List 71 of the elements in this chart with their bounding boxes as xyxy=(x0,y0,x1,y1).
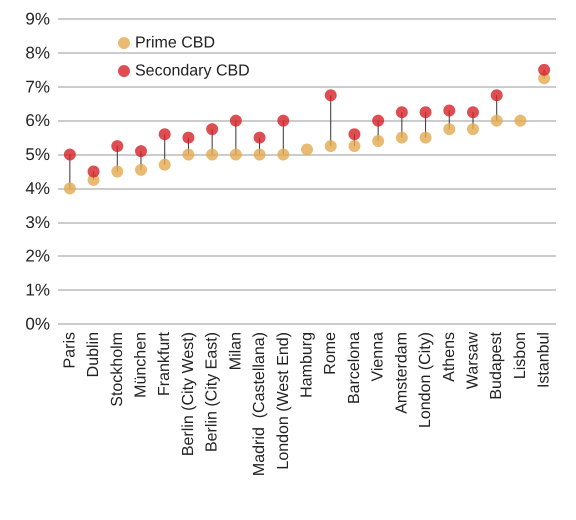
x-tick-label: Dublin xyxy=(85,332,102,378)
x-tick-label: Stockholm xyxy=(108,332,126,407)
point xyxy=(372,114,384,127)
point xyxy=(277,114,290,127)
x-tick-label: Barcelona xyxy=(346,332,363,404)
point xyxy=(324,140,337,152)
point xyxy=(372,135,384,147)
x-tick-label: Rome xyxy=(322,332,340,375)
y-tick-label: 8% xyxy=(25,43,50,62)
point xyxy=(538,64,550,76)
point xyxy=(348,140,360,152)
y-tick-label: 5% xyxy=(25,145,50,164)
y-tick-label: 7% xyxy=(25,77,50,96)
x-tick-label: Hamburg xyxy=(298,332,316,398)
x-tick-label: Lisbon xyxy=(512,332,529,380)
point xyxy=(396,106,408,118)
y-tick-label: 3% xyxy=(25,212,50,232)
y-tick-label: 4% xyxy=(25,178,50,198)
point xyxy=(135,164,147,176)
point xyxy=(158,128,171,140)
point xyxy=(301,143,313,156)
legend-label: Prime CBD xyxy=(135,34,216,52)
point xyxy=(443,104,456,116)
point xyxy=(206,123,218,136)
x-tick-label: Vienna xyxy=(370,332,387,382)
point xyxy=(230,114,242,127)
y-tick-label: 0% xyxy=(25,314,50,334)
x-tick-label: Berlin (City West) xyxy=(180,332,197,456)
y-tick-label: 6% xyxy=(25,111,50,130)
point xyxy=(230,148,242,161)
point xyxy=(254,148,266,161)
x-tick-label: London (City) xyxy=(417,332,434,428)
point xyxy=(111,140,124,152)
x-tick-label: Madrid (Castellana) xyxy=(251,332,268,476)
point xyxy=(420,132,432,144)
point xyxy=(88,166,100,178)
x-tick-label: Warsaw xyxy=(464,332,482,390)
x-tick-label: Budapest xyxy=(488,331,506,400)
point xyxy=(443,123,456,136)
y-tick-label: 9% xyxy=(25,10,50,28)
point xyxy=(277,148,290,161)
point xyxy=(111,166,124,178)
x-tick-label: London (West End) xyxy=(274,332,292,470)
x-tick-label: Berlin (City East) xyxy=(204,332,221,452)
point xyxy=(490,114,503,127)
x-tick-label: München xyxy=(132,332,150,398)
x-tick-label: Amsterdam xyxy=(393,332,410,414)
point xyxy=(514,114,526,127)
legend-label: Secondary CBD xyxy=(135,62,250,80)
point xyxy=(467,106,479,118)
point xyxy=(206,148,218,161)
point xyxy=(467,123,479,136)
point xyxy=(396,132,408,144)
x-tick-label: Istanbul xyxy=(536,332,553,388)
point xyxy=(420,106,432,118)
point xyxy=(490,89,503,102)
point xyxy=(64,182,76,194)
point xyxy=(324,89,337,102)
point xyxy=(64,148,76,161)
point xyxy=(158,158,171,171)
x-tick-label: Paris xyxy=(61,332,78,368)
point xyxy=(182,148,194,161)
x-tick-label: Athens xyxy=(440,332,458,382)
point xyxy=(182,132,194,144)
y-tick-label: 2% xyxy=(25,246,50,266)
point xyxy=(135,145,147,158)
point xyxy=(254,132,266,144)
x-tick-label: Milan xyxy=(227,332,244,370)
y-tick-label: 1% xyxy=(25,280,50,300)
x-tick-label: Frankfurt xyxy=(156,331,174,396)
point xyxy=(348,128,360,140)
